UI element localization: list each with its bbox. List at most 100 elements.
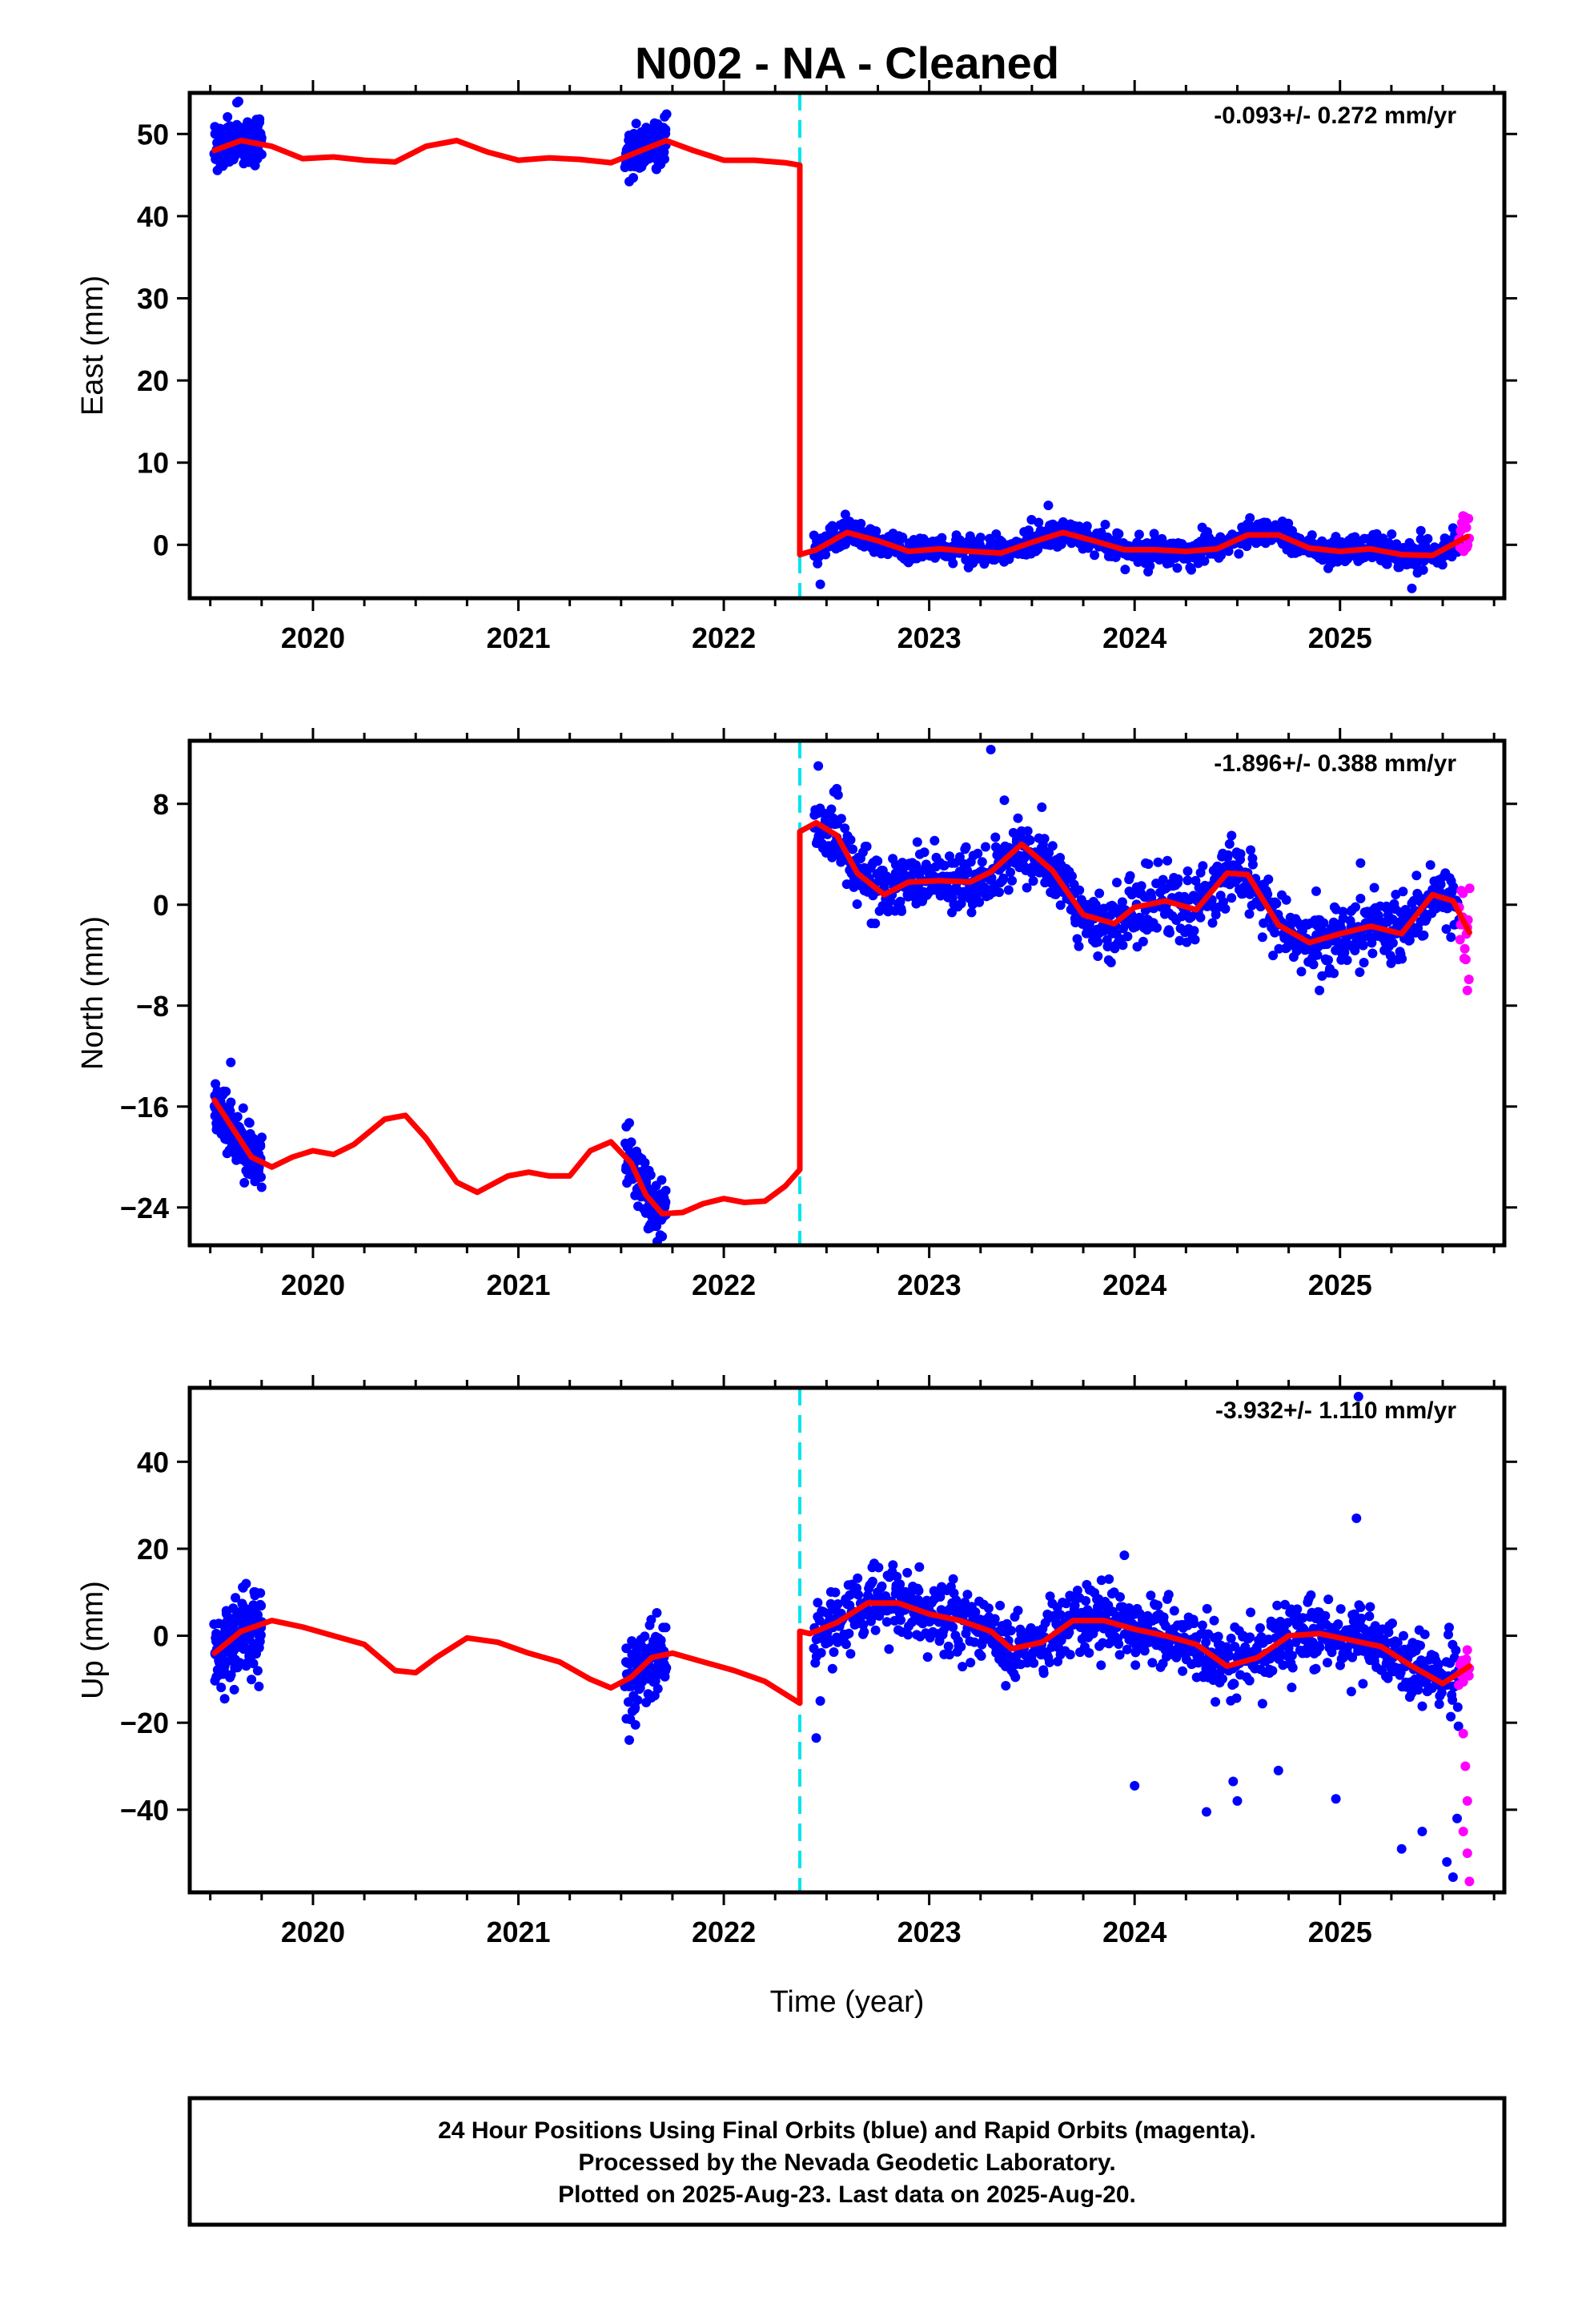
up-data-point [1287, 1651, 1297, 1661]
north-data-point [1411, 870, 1422, 881]
up-data-point [1119, 1550, 1130, 1561]
up-data-point [922, 1652, 933, 1663]
up-data-point [1464, 1671, 1474, 1681]
north-x-tick-label: 2023 [897, 1269, 962, 1301]
up-data-point [1114, 1639, 1124, 1649]
up-data-point [223, 1614, 233, 1625]
up-data-point [895, 1579, 905, 1590]
east-data-point [1043, 501, 1054, 511]
east-data-point [1283, 518, 1294, 529]
north-data-point [981, 842, 990, 852]
east-x-tick-label: 2023 [897, 621, 962, 654]
north-data-point [963, 867, 973, 878]
north-data-point [256, 1182, 267, 1192]
north-y-tick-label: 0 [153, 889, 169, 922]
east-data-point [1100, 520, 1110, 529]
east-data-point [815, 579, 825, 589]
north-data-point [221, 1087, 231, 1096]
up-data-point [844, 1628, 854, 1638]
up-x-tick-label: 2020 [281, 1916, 345, 1948]
north-data-point [1182, 875, 1193, 886]
east-data-point [1245, 513, 1255, 523]
caption-line-3: Plotted on 2025-Aug-23. Last data on 202… [558, 2181, 1136, 2208]
up-series-final [209, 1391, 1464, 1882]
up-data-point [970, 1607, 981, 1617]
north-data-point [1312, 950, 1323, 960]
up-data-point [945, 1650, 954, 1660]
up-data-point [1349, 1609, 1359, 1619]
east-panel: 2020 2021 2022 2023 2024 2025 0 10 20 30 40 50 East … [76, 80, 1517, 654]
north-data-point [239, 1177, 250, 1188]
north-data-point [897, 906, 907, 916]
east-data-point [1199, 556, 1210, 566]
up-data-point [1001, 1681, 1011, 1691]
up-data-point [1079, 1623, 1089, 1634]
up-data-point [892, 1571, 902, 1582]
north-data-point [1125, 870, 1135, 881]
up-data-point [1010, 1672, 1021, 1683]
up-data-point [1298, 1613, 1308, 1623]
north-data-point [998, 873, 1009, 883]
north-data-point [1350, 945, 1360, 955]
up-data-point [252, 1666, 263, 1676]
up-data-point [990, 1614, 1000, 1624]
north-data-point [1247, 859, 1258, 870]
up-data-point [1346, 1687, 1356, 1697]
north-data-point [656, 1175, 667, 1185]
up-data-point [1231, 1693, 1242, 1703]
east-y-axis-label: East (mm) [76, 275, 110, 416]
up-data-point [254, 1681, 264, 1691]
up-data-point [962, 1590, 973, 1600]
north-data-point [1094, 888, 1105, 899]
chart-title: N002 - NA - Cleaned [635, 38, 1059, 88]
north-data-point [1244, 909, 1255, 919]
up-data-point [1287, 1663, 1298, 1673]
north-data-point [256, 1172, 266, 1182]
up-y-axis-label: Up (mm) [76, 1581, 110, 1699]
up-data-point [646, 1614, 656, 1625]
up-data-point [1122, 1644, 1132, 1655]
up-y-tick-label: 40 [137, 1445, 169, 1478]
east-data-point [821, 549, 831, 560]
up-data-point [1292, 1604, 1303, 1614]
north-data-point [861, 842, 872, 851]
up-data-point [881, 1617, 892, 1627]
north-data-point [1158, 875, 1168, 885]
north-data-point [1386, 958, 1396, 968]
up-data-point [956, 1642, 966, 1652]
up-data-point [1320, 1610, 1331, 1621]
up-data-point [896, 1615, 905, 1625]
north-data-point [1373, 911, 1383, 921]
up-data-point [1245, 1632, 1255, 1642]
east-data-point [1034, 517, 1044, 528]
up-data-point [1209, 1615, 1219, 1626]
north-data-point [1441, 924, 1452, 935]
north-data-point [852, 899, 862, 909]
north-data-point [1464, 883, 1475, 894]
up-data-point [1419, 1629, 1430, 1639]
east-model-curve [211, 138, 1471, 559]
north-frame [187, 738, 1507, 1248]
east-data-point [661, 109, 672, 119]
up-data-point [1045, 1591, 1055, 1602]
north-data-point [1462, 985, 1472, 995]
north-data-point [1039, 834, 1050, 844]
up-data-point [226, 1670, 236, 1680]
north-data-point [1106, 957, 1116, 967]
up-data-point [858, 1620, 869, 1630]
up-data-point [1442, 1857, 1452, 1867]
north-data-point [848, 844, 858, 854]
north-data-point [1385, 951, 1395, 961]
north-data-point [1198, 861, 1208, 871]
north-data-point [657, 1232, 668, 1241]
caption-line-1: 24 Hour Positions Using Final Orbits (bl… [438, 2117, 1256, 2144]
east-data-point [223, 112, 233, 122]
east-data-point [1407, 583, 1417, 593]
up-data-point [863, 1590, 873, 1601]
up-data-point [1189, 1618, 1199, 1629]
up-data-point [1347, 1652, 1358, 1663]
up-data-point [995, 1600, 1006, 1610]
east-data-point [631, 119, 641, 129]
up-data-point [1146, 1590, 1156, 1601]
north-data-point [1435, 879, 1446, 890]
